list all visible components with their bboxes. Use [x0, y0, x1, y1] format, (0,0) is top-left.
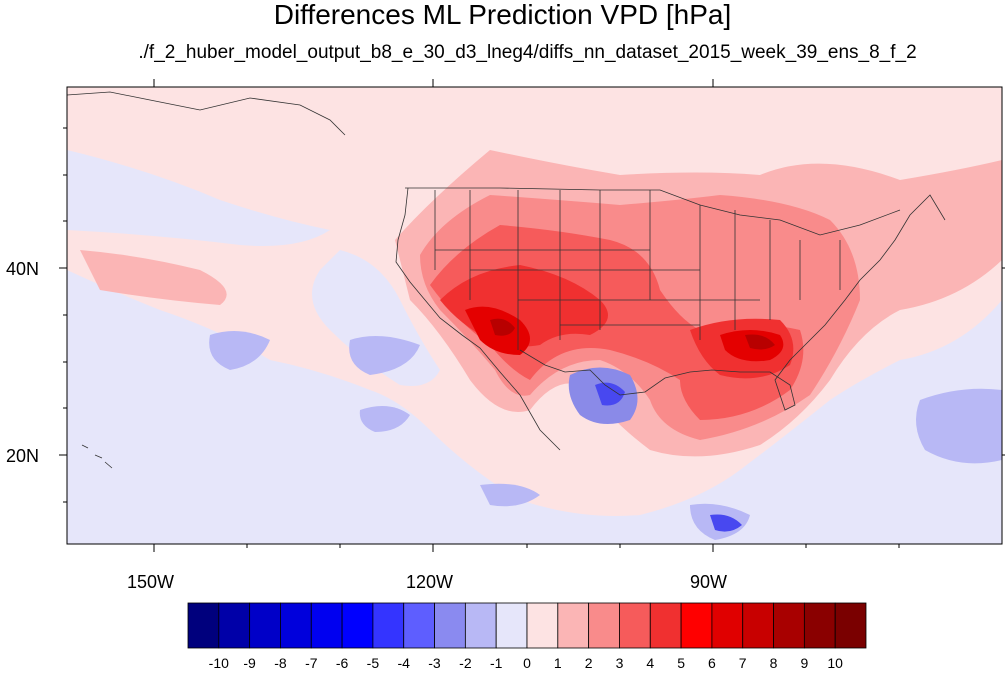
colorbar-cell — [218, 602, 251, 649]
pacific-north-blue — [67, 150, 330, 246]
pink-patch-west — [80, 250, 227, 305]
colorbar-label: -3 — [428, 655, 441, 671]
alaska-coast — [67, 91, 346, 136]
colorbar-cell — [742, 602, 774, 649]
us-canada-border — [405, 187, 901, 236]
colorbar-label: 7 — [738, 655, 747, 671]
positive-core-dark-southeast — [745, 334, 775, 350]
colorbar-cell — [526, 602, 559, 649]
colorbar-cell — [834, 602, 867, 649]
map-field — [67, 87, 1002, 544]
colorbar-label: -8 — [274, 655, 287, 671]
colorbar-label: 4 — [646, 655, 655, 671]
map-title: Differences ML Prediction VPD [hPa] — [273, 0, 732, 30]
colorbar — [187, 602, 867, 649]
colorbar-label: 3 — [615, 655, 624, 671]
colorbar-label: -6 — [335, 655, 349, 671]
us-coastline — [395, 187, 946, 451]
colorbar-label: 9 — [800, 655, 809, 671]
colorbar-label: 10 — [827, 655, 843, 671]
negative-patch-pacific-1 — [209, 331, 270, 370]
colorbar-cell — [803, 602, 836, 649]
negative-patch-atlantic — [916, 388, 1002, 464]
colorbar-cell — [434, 602, 466, 649]
boundary-lines — [67, 91, 946, 469]
x-tick-label-120w: 120W — [406, 572, 454, 592]
colorbar-label: -4 — [397, 655, 410, 671]
colorbar-label: -2 — [459, 655, 472, 671]
colorbar-label: 1 — [553, 655, 562, 671]
negative-core-caribbean — [710, 514, 742, 532]
colorbar-label: 5 — [677, 655, 685, 671]
colorbar-label: -10 — [208, 655, 229, 671]
colorbar-label: -5 — [366, 655, 380, 671]
colorbar-label: -9 — [243, 655, 256, 671]
hawaii-islands — [81, 444, 113, 469]
colorbar-cell — [773, 602, 805, 649]
minor-ticks — [63, 127, 900, 548]
colorbar-cell — [341, 602, 374, 649]
colorbar-cell — [280, 602, 312, 649]
x-tick-label-150w: 150W — [127, 572, 175, 592]
negative-patch-pacific-3 — [359, 406, 410, 432]
negative-patch-east-pacific — [480, 483, 540, 507]
colorbar-cell — [464, 602, 497, 649]
colorbar-cell — [310, 602, 343, 649]
axis-ticks — [59, 79, 1005, 552]
colorbar-cell — [557, 602, 590, 649]
colorbar-cell — [649, 602, 682, 649]
colorbar-cell — [619, 602, 651, 649]
colorbar-label: 6 — [707, 655, 716, 671]
colorbar-cell — [680, 602, 713, 649]
map-subtitle: ./f_2_huber_model_output_b8_e_30_d3_lneg… — [138, 42, 917, 63]
colorbar-label: 8 — [769, 655, 778, 671]
colorbar-label: -1 — [489, 655, 503, 671]
x-tick-label-90w: 90W — [690, 572, 728, 592]
state-lines — [434, 190, 841, 350]
y-tick-label-20n: 20N — [6, 446, 40, 466]
positive-core-dark-southwest — [490, 318, 515, 336]
colorbar-cell — [187, 602, 220, 649]
colorbar-label: -7 — [305, 655, 318, 671]
colorbar-cell — [711, 602, 744, 649]
y-tick-label-40n: 40N — [6, 259, 40, 279]
colorbar-cell — [495, 602, 528, 649]
negative-core-gulf-mexico — [595, 382, 625, 406]
colorbar-label: 2 — [584, 655, 593, 671]
colorbar-cell — [588, 602, 620, 649]
colorbar-cell — [403, 602, 435, 649]
colorbar-label: 0 — [523, 655, 531, 671]
negative-patch-pacific-2 — [349, 336, 420, 375]
colorbar-cell — [249, 602, 281, 649]
colorbar-cell — [372, 602, 405, 649]
